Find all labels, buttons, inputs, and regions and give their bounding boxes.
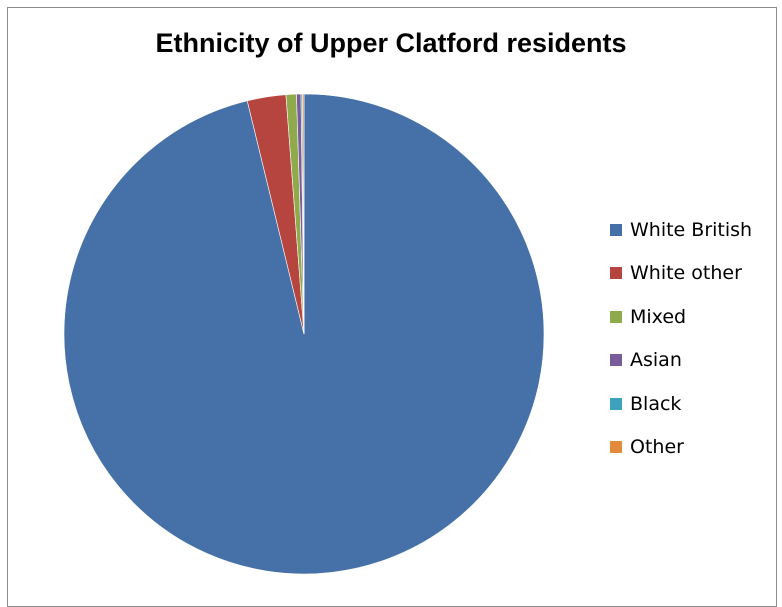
legend-label: Asian (630, 349, 682, 372)
legend-item-white-other: White other (610, 252, 752, 296)
legend-label: Mixed (630, 305, 687, 328)
legend-item-mixed: Mixed (610, 295, 752, 339)
pie-slice-other (302, 93, 305, 335)
legend-label: Black (630, 392, 682, 415)
legend-item-asian: Asian (610, 339, 752, 383)
legend-swatch (610, 310, 622, 323)
legend: White British White other Mixed Asian Black O… (610, 208, 752, 469)
legend-item-other: Other (610, 426, 752, 470)
legend-label: Other (630, 436, 684, 459)
legend-label: White other (630, 262, 742, 285)
legend-swatch (610, 267, 622, 280)
chart-title: Ethnicity of Upper Clatford residents (155, 28, 627, 58)
legend-item-white-british: White British (610, 208, 752, 252)
legend-swatch (610, 441, 622, 454)
legend-label: White British (630, 218, 753, 241)
legend-swatch (610, 397, 622, 410)
legend-item-black: Black (610, 382, 752, 426)
legend-swatch (610, 223, 622, 236)
legend-swatch (610, 354, 622, 367)
pie-chart (63, 93, 545, 575)
